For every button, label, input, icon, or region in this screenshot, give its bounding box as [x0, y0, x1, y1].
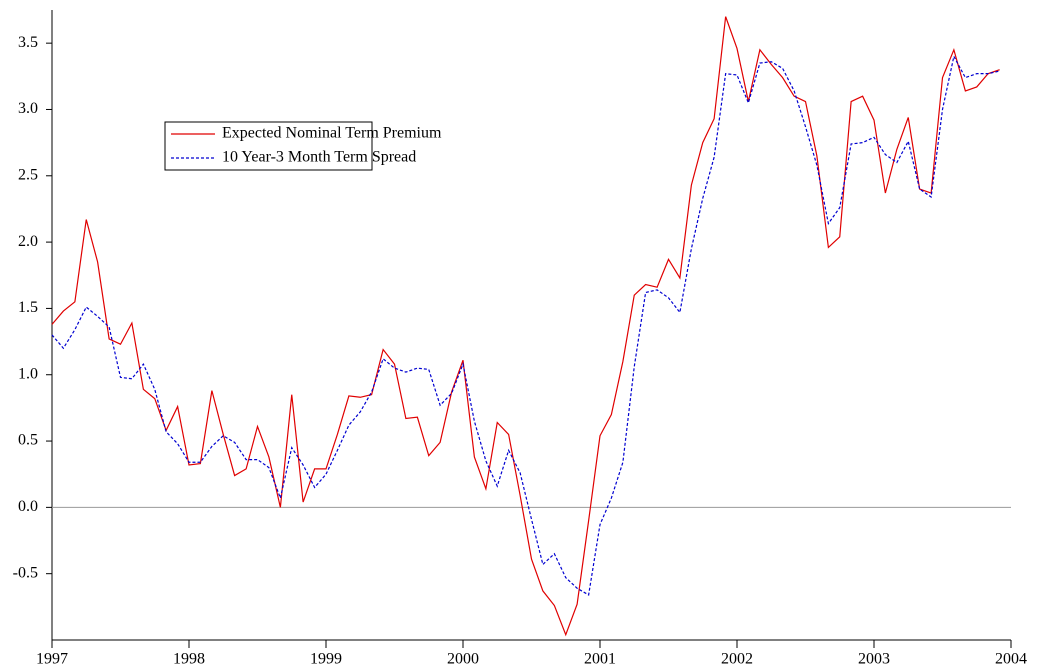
legend-label: 10 Year-3 Month Term Spread — [222, 149, 416, 166]
y-tick-label: -0.5 — [13, 564, 38, 581]
x-tick-label: 2002 — [721, 651, 753, 668]
x-tick-label: 1997 — [36, 651, 68, 668]
x-tick-label: 2003 — [858, 651, 890, 668]
x-tick-label: 2000 — [447, 651, 479, 668]
y-tick-label: 3.5 — [18, 34, 38, 51]
y-tick-label: 0.5 — [18, 432, 38, 449]
legend-box — [164, 121, 373, 171]
y-tick-label: 2.0 — [18, 233, 38, 250]
y-tick-label: 1.5 — [18, 299, 38, 316]
y-tick-label: 3.0 — [18, 100, 38, 117]
y-tick-label: 1.0 — [18, 365, 38, 382]
x-tick-label: 2004 — [995, 651, 1027, 668]
series-line — [51, 16, 1000, 637]
y-tick-label: 2.5 — [18, 166, 38, 183]
y-tick-label: 0.0 — [18, 498, 38, 515]
legend-label: Expected Nominal Term Premium — [222, 125, 442, 142]
series-line — [51, 54, 1000, 596]
legend: Expected Nominal Term Premium 10 Year-3 M… — [164, 121, 442, 171]
x-tick-label: 1999 — [310, 651, 342, 668]
x-tick-label: 1998 — [173, 651, 205, 668]
x-tick-label: 2001 — [584, 651, 616, 668]
